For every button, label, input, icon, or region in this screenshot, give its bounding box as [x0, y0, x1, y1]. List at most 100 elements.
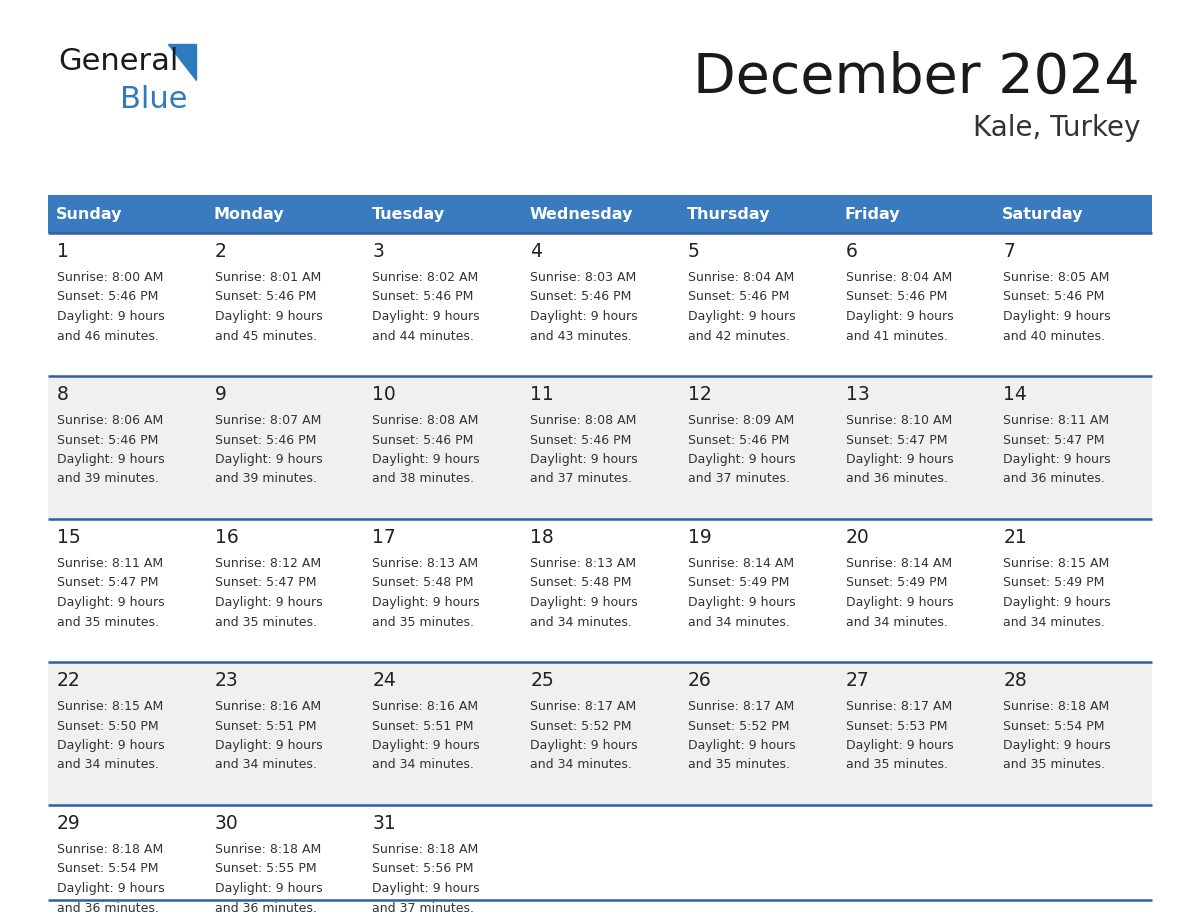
- Text: Sunset: 5:46 PM: Sunset: 5:46 PM: [57, 433, 158, 446]
- Bar: [836, 519, 994, 662]
- Bar: [678, 233, 836, 376]
- Text: and 39 minutes.: and 39 minutes.: [57, 473, 159, 486]
- Text: Daylight: 9 hours: Daylight: 9 hours: [57, 882, 165, 895]
- Text: Daylight: 9 hours: Daylight: 9 hours: [530, 310, 638, 323]
- Text: Blue: Blue: [120, 85, 188, 115]
- Bar: [678, 195, 836, 233]
- Bar: [994, 233, 1152, 376]
- Text: Sunset: 5:46 PM: Sunset: 5:46 PM: [846, 290, 947, 304]
- Text: Sunrise: 8:18 AM: Sunrise: 8:18 AM: [1004, 700, 1110, 713]
- Text: Sunset: 5:46 PM: Sunset: 5:46 PM: [57, 290, 158, 304]
- Text: Sunrise: 8:06 AM: Sunrise: 8:06 AM: [57, 414, 163, 427]
- Text: and 35 minutes.: and 35 minutes.: [57, 615, 159, 629]
- Text: and 39 minutes.: and 39 minutes.: [215, 473, 316, 486]
- Polygon shape: [168, 44, 196, 80]
- Text: Friday: Friday: [845, 207, 901, 221]
- Text: Daylight: 9 hours: Daylight: 9 hours: [688, 310, 796, 323]
- Text: Daylight: 9 hours: Daylight: 9 hours: [846, 739, 953, 752]
- Text: and 36 minutes.: and 36 minutes.: [1004, 473, 1105, 486]
- Text: 19: 19: [688, 528, 712, 547]
- Text: Sunrise: 8:18 AM: Sunrise: 8:18 AM: [57, 843, 163, 856]
- Text: and 46 minutes.: and 46 minutes.: [57, 330, 159, 342]
- Bar: [522, 376, 678, 519]
- Bar: [678, 805, 836, 900]
- Text: and 35 minutes.: and 35 minutes.: [846, 758, 948, 771]
- Text: and 38 minutes.: and 38 minutes.: [372, 473, 474, 486]
- Text: Sunrise: 8:13 AM: Sunrise: 8:13 AM: [372, 557, 479, 570]
- Text: Sunset: 5:46 PM: Sunset: 5:46 PM: [530, 290, 632, 304]
- Bar: [522, 662, 678, 805]
- Text: Sunset: 5:47 PM: Sunset: 5:47 PM: [215, 577, 316, 589]
- Text: Sunrise: 8:16 AM: Sunrise: 8:16 AM: [372, 700, 479, 713]
- Bar: [994, 662, 1152, 805]
- Text: and 42 minutes.: and 42 minutes.: [688, 330, 790, 342]
- Text: and 36 minutes.: and 36 minutes.: [57, 901, 159, 914]
- Text: 31: 31: [372, 814, 396, 833]
- Text: Daylight: 9 hours: Daylight: 9 hours: [846, 453, 953, 466]
- Text: Sunrise: 8:12 AM: Sunrise: 8:12 AM: [215, 557, 321, 570]
- Text: and 34 minutes.: and 34 minutes.: [1004, 615, 1105, 629]
- Text: and 34 minutes.: and 34 minutes.: [530, 758, 632, 771]
- Text: 2: 2: [215, 242, 227, 261]
- Bar: [48, 376, 206, 519]
- Bar: [836, 233, 994, 376]
- Text: Sunset: 5:55 PM: Sunset: 5:55 PM: [215, 863, 316, 876]
- Text: Daylight: 9 hours: Daylight: 9 hours: [688, 739, 796, 752]
- Text: and 41 minutes.: and 41 minutes.: [846, 330, 948, 342]
- Text: Sunrise: 8:10 AM: Sunrise: 8:10 AM: [846, 414, 952, 427]
- Bar: [678, 662, 836, 805]
- Text: 9: 9: [215, 385, 227, 404]
- Text: Sunset: 5:47 PM: Sunset: 5:47 PM: [1004, 433, 1105, 446]
- Text: Sunset: 5:48 PM: Sunset: 5:48 PM: [372, 577, 474, 589]
- Text: Sunrise: 8:03 AM: Sunrise: 8:03 AM: [530, 271, 637, 284]
- Bar: [364, 376, 522, 519]
- Bar: [836, 376, 994, 519]
- Text: Daylight: 9 hours: Daylight: 9 hours: [372, 596, 480, 609]
- Text: Sunset: 5:46 PM: Sunset: 5:46 PM: [372, 290, 474, 304]
- Text: Saturday: Saturday: [1003, 207, 1083, 221]
- Bar: [206, 805, 364, 900]
- Text: 14: 14: [1004, 385, 1028, 404]
- Text: Daylight: 9 hours: Daylight: 9 hours: [215, 882, 322, 895]
- Text: 6: 6: [846, 242, 858, 261]
- Text: Daylight: 9 hours: Daylight: 9 hours: [57, 739, 165, 752]
- Text: and 43 minutes.: and 43 minutes.: [530, 330, 632, 342]
- Text: Sunset: 5:52 PM: Sunset: 5:52 PM: [530, 720, 632, 733]
- Text: Daylight: 9 hours: Daylight: 9 hours: [372, 882, 480, 895]
- Text: Sunrise: 8:02 AM: Sunrise: 8:02 AM: [372, 271, 479, 284]
- Bar: [48, 662, 206, 805]
- Text: 22: 22: [57, 671, 81, 690]
- Text: and 36 minutes.: and 36 minutes.: [215, 901, 316, 914]
- Text: Sunrise: 8:09 AM: Sunrise: 8:09 AM: [688, 414, 794, 427]
- Text: and 35 minutes.: and 35 minutes.: [372, 615, 474, 629]
- Text: 21: 21: [1004, 528, 1028, 547]
- Text: Sunset: 5:49 PM: Sunset: 5:49 PM: [846, 577, 947, 589]
- Text: Sunrise: 8:17 AM: Sunrise: 8:17 AM: [530, 700, 637, 713]
- Text: Sunset: 5:46 PM: Sunset: 5:46 PM: [530, 433, 632, 446]
- Text: Sunrise: 8:08 AM: Sunrise: 8:08 AM: [372, 414, 479, 427]
- Text: and 34 minutes.: and 34 minutes.: [57, 758, 159, 771]
- Bar: [836, 805, 994, 900]
- Text: 24: 24: [372, 671, 397, 690]
- Text: and 37 minutes.: and 37 minutes.: [372, 901, 474, 914]
- Text: 11: 11: [530, 385, 554, 404]
- Text: Tuesday: Tuesday: [372, 207, 444, 221]
- Text: 12: 12: [688, 385, 712, 404]
- Text: 3: 3: [372, 242, 384, 261]
- Text: Daylight: 9 hours: Daylight: 9 hours: [57, 310, 165, 323]
- Text: Kale, Turkey: Kale, Turkey: [973, 114, 1140, 142]
- Text: Daylight: 9 hours: Daylight: 9 hours: [372, 310, 480, 323]
- Bar: [994, 376, 1152, 519]
- Text: 29: 29: [57, 814, 81, 833]
- Text: Sunset: 5:46 PM: Sunset: 5:46 PM: [688, 290, 789, 304]
- Text: Sunrise: 8:13 AM: Sunrise: 8:13 AM: [530, 557, 637, 570]
- Text: Daylight: 9 hours: Daylight: 9 hours: [846, 310, 953, 323]
- Text: Sunrise: 8:14 AM: Sunrise: 8:14 AM: [688, 557, 794, 570]
- Text: Sunrise: 8:00 AM: Sunrise: 8:00 AM: [57, 271, 164, 284]
- Text: Daylight: 9 hours: Daylight: 9 hours: [530, 453, 638, 466]
- Text: Sunset: 5:46 PM: Sunset: 5:46 PM: [1004, 290, 1105, 304]
- Text: Daylight: 9 hours: Daylight: 9 hours: [1004, 453, 1111, 466]
- Text: and 34 minutes.: and 34 minutes.: [688, 615, 790, 629]
- Text: Sunset: 5:47 PM: Sunset: 5:47 PM: [57, 577, 158, 589]
- Text: 23: 23: [215, 671, 239, 690]
